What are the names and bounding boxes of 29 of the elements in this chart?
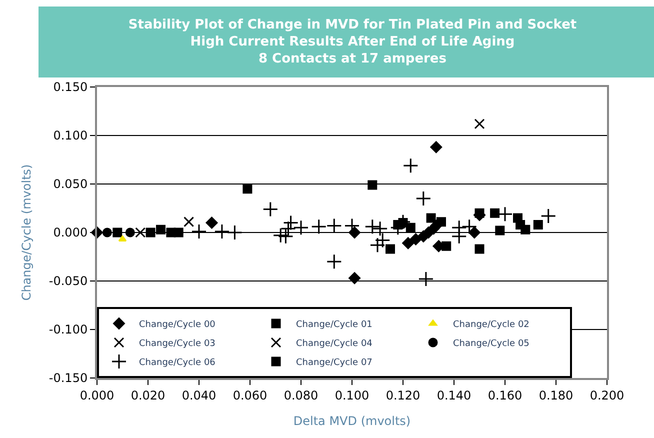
legend-label: Change/Cycle 05: [453, 339, 530, 350]
y-tick-label: 0.000: [53, 226, 88, 240]
y-tick-label: -0.150: [48, 371, 88, 386]
x-tick-label: 0.100: [334, 388, 370, 402]
x-tick-label: 0.160: [488, 388, 522, 402]
x-tick-label: 0.060: [232, 388, 268, 402]
x-tick-label: 0.120: [386, 388, 420, 402]
chart-title: Stability Plot of Change in MVD for Tin Plated Pin and Socket High Current Results After End of Life Aging 8 Contacts at 17 amperes: [128, 18, 577, 66]
x-tick-label: 0.200: [590, 388, 624, 402]
y-tick-label: -0.100: [48, 322, 88, 337]
x-tick-label: 0.040: [182, 388, 216, 402]
y-axis-title: Change/Cycle (mvolts): [20, 164, 34, 301]
legend-label: Change/Cycle 00: [139, 320, 216, 330]
y-tick-label: 0.100: [53, 128, 88, 143]
legend-label: Change/Cycle 02: [453, 320, 530, 330]
legend-label: Change/Cycle 04: [296, 339, 373, 350]
x-tick-label: 0.140: [436, 388, 472, 402]
x-tick-label: 0.000: [80, 388, 114, 402]
y-tick-label: 0.150: [53, 80, 88, 94]
legend-label: Change/Cycle 01: [296, 320, 372, 330]
x-axis-title: Delta MVD (mvolts): [293, 414, 411, 428]
legend-label: Change/Cycle 07: [296, 358, 372, 368]
y-tick-label: 0.050: [53, 177, 88, 192]
legend-label: Change/Cycle 03: [139, 339, 216, 350]
legend-label: Change/Cycle 06: [139, 358, 216, 368]
x-tick-label: 0.020: [130, 388, 166, 402]
y-tick-label: -0.050: [48, 274, 88, 288]
x-tick-label: 0.180: [538, 388, 574, 402]
x-tick-label: 0.080: [284, 388, 318, 402]
